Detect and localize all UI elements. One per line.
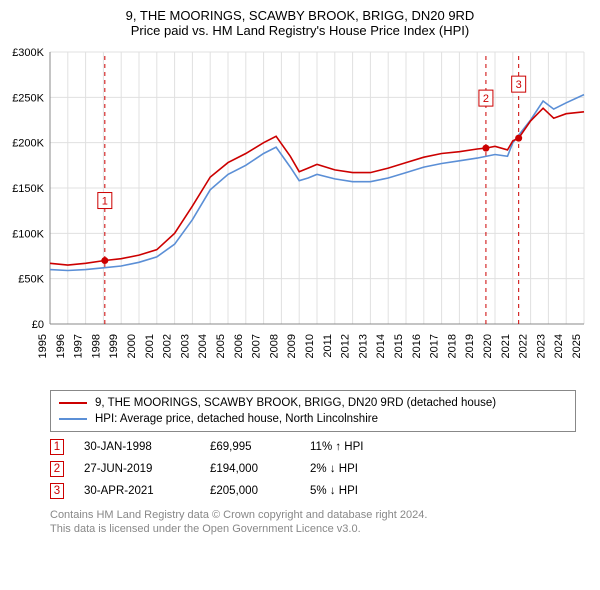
x-tick-label: 2013 [357,334,369,358]
x-tick-label: 2024 [553,334,565,358]
x-tick-label: 2003 [179,334,191,358]
x-tick-label: 2023 [535,334,547,358]
table-row: 2 27-JUN-2019 £194,000 2% ↓ HPI [50,458,576,480]
attribution-line-1: Contains HM Land Registry data © Crown c… [50,508,576,522]
x-tick-label: 2008 [268,334,280,358]
x-tick-label: 2011 [322,334,334,358]
x-tick-label: 2016 [411,334,423,358]
x-tick-label: 2004 [197,334,209,358]
txn-date-3: 30-APR-2021 [84,485,210,497]
txn-price-2: £194,000 [210,463,310,475]
chart-marker-3: 3 [516,79,522,91]
legend-row-1: 9, THE MOORINGS, SCAWBY BROOK, BRIGG, DN… [59,395,567,411]
txn-price-3: £205,000 [210,485,310,497]
x-tick-label: 2025 [571,334,583,358]
x-tick-label: 2000 [126,334,138,358]
txn-pct-2: 2% ↓ HPI [310,463,410,475]
table-row: 3 30-APR-2021 £205,000 5% ↓ HPI [50,480,576,502]
chart-area: £0 £50K £100K £150K £200K £250K £300K 1995 1996 1… [0,44,600,384]
x-tick-label: 2012 [340,334,352,358]
x-tick-label: 2010 [304,334,316,358]
x-tick-label: 2021 [500,334,512,358]
legend: 9, THE MOORINGS, SCAWBY BROOK, BRIGG, DN… [50,390,576,432]
table-row: 1 30-JAN-1998 £69,995 11% ↑ HPI [50,436,576,458]
x-tick-label: 2009 [286,334,298,358]
y-tick-label: £300K [12,47,44,59]
txn-marker-3: 3 [50,483,64,499]
x-tick-label: 2005 [215,334,227,358]
attribution: Contains HM Land Registry data © Crown c… [50,508,576,537]
x-tick-label: 2018 [446,334,458,358]
transactions-table: 1 30-JAN-1998 £69,995 11% ↑ HPI 2 27-JUN… [50,436,576,502]
y-tick-label: £150K [12,183,44,195]
x-tick-label: 2014 [375,334,387,358]
x-tick-label: 1999 [108,334,120,358]
txn-date-1: 30-JAN-1998 [84,441,210,453]
chart-title: 9, THE MOORINGS, SCAWBY BROOK, BRIGG, DN… [0,0,600,23]
figure-container: 9, THE MOORINGS, SCAWBY BROOK, BRIGG, DN… [0,0,600,590]
chart-svg: £0 £50K £100K £150K £200K £250K £300K 1995 1996 1… [0,44,600,384]
y-tick-label: £0 [32,319,44,331]
x-tick-label: 1997 [73,334,85,358]
y-tick-label: £50K [18,274,44,286]
txn-price-1: £69,995 [210,441,310,453]
x-tick-label: 2007 [251,334,263,358]
legend-label-1: 9, THE MOORINGS, SCAWBY BROOK, BRIGG, DN… [95,397,496,409]
y-tick-label: £100K [12,228,44,240]
chart-marker-1: 1 [102,196,108,208]
txn-marker-2: 2 [50,461,64,477]
x-tick-label: 2017 [429,334,441,358]
x-tick-label: 1998 [90,334,102,358]
txn-pct-3: 5% ↓ HPI [310,485,410,497]
x-tick-label: 2022 [518,334,530,358]
chart-subtitle: Price paid vs. HM Land Registry's House … [0,23,600,44]
attribution-line-2: This data is licensed under the Open Gov… [50,522,576,536]
x-tick-label: 1995 [37,334,49,358]
legend-swatch-1 [59,402,87,404]
x-tick-label: 1996 [55,334,67,358]
legend-row-2: HPI: Average price, detached house, Nort… [59,411,567,427]
x-tick-label: 2001 [144,334,156,358]
legend-swatch-2 [59,418,87,420]
chart-marker-2: 2 [483,93,489,105]
legend-label-2: HPI: Average price, detached house, Nort… [95,413,378,425]
txn-date-2: 27-JUN-2019 [84,463,210,475]
x-tick-label: 2020 [482,334,494,358]
txn-pct-1: 11% ↑ HPI [310,441,410,453]
x-tick-label: 2019 [464,334,476,358]
y-tick-label: £250K [12,92,44,104]
y-tick-label: £200K [12,138,44,150]
x-tick-label: 2006 [233,334,245,358]
txn-marker-1: 1 [50,439,64,455]
x-tick-label: 2002 [162,334,174,358]
x-tick-label: 2015 [393,334,405,358]
